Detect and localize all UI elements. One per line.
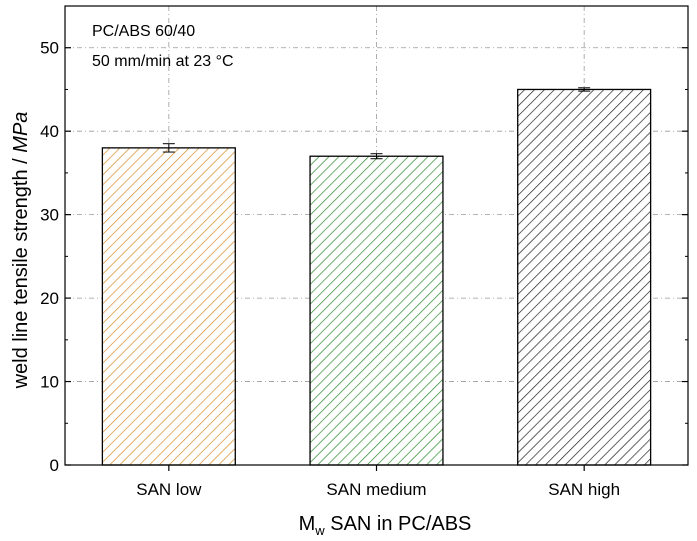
bars <box>101 88 652 466</box>
x-tick-label-san-medium: SAN medium <box>326 480 426 499</box>
y-axis: 0 10 20 30 40 50 <box>40 39 688 475</box>
x-axis-label-symbol: M <box>299 513 316 535</box>
y-axis-label: weld line tensile strength / MPa <box>10 112 32 390</box>
y-tick-label: 0 <box>50 456 59 475</box>
x-axis-label-rest: SAN in PC/ABS <box>325 513 472 535</box>
y-tick-label: 30 <box>40 206 59 225</box>
y-tick-label: 40 <box>40 122 59 141</box>
annotation-blend: PC/ABS 60/40 <box>92 23 195 40</box>
y-tick-label: 50 <box>40 39 59 58</box>
error-bars <box>162 87 591 160</box>
y-axis-label-unit: MPa <box>10 112 32 153</box>
annotation-test-condition: 50 mm/min at 23 °C <box>92 53 234 70</box>
x-tick-label-san-high: SAN high <box>548 480 620 499</box>
x-tick-label-san-low: SAN low <box>136 480 202 499</box>
bar-san-medium <box>309 155 444 466</box>
y-tick-label: 20 <box>40 289 59 308</box>
x-axis: SAN low SAN medium SAN high <box>136 465 620 499</box>
x-axis-label-subscript: w <box>314 523 325 538</box>
bar-san-low <box>101 147 236 466</box>
bar-san-high <box>517 88 652 466</box>
y-tick-label: 10 <box>40 373 59 392</box>
x-axis-label: Mw SAN in PC/ABS <box>299 513 472 538</box>
y-axis-label-text: weld line tensile strength / <box>10 153 32 390</box>
